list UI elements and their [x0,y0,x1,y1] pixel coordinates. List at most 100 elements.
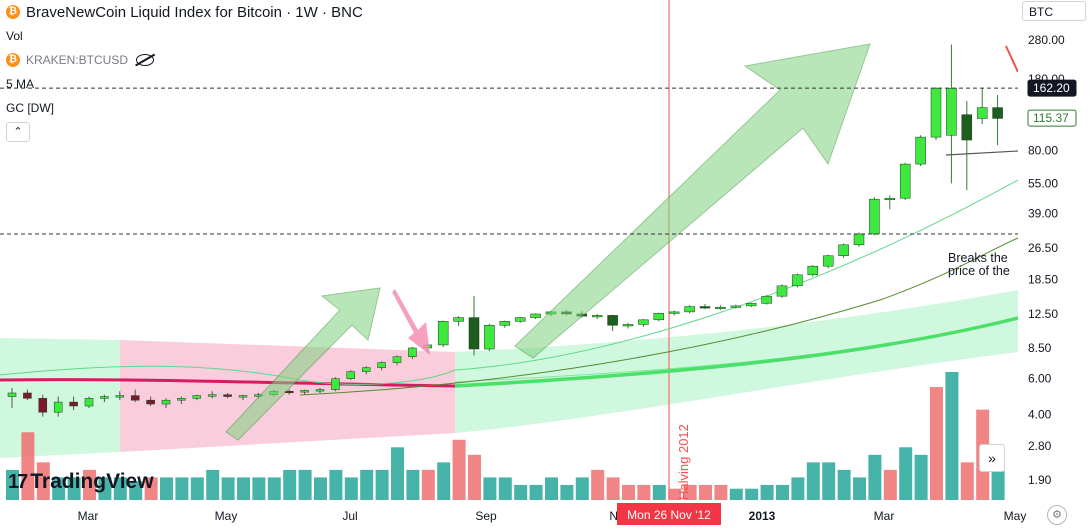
volume-bar [468,454,481,500]
candle-body [514,317,526,322]
candle-body [715,306,726,309]
gc-green-line [454,316,1019,388]
candle-body [899,163,911,199]
tradingview-mark-icon: 17 [8,470,28,493]
volume-bar [837,469,851,500]
time-tick-label: May [215,509,238,523]
volume-bar [868,454,882,500]
candle-body [392,356,402,363]
volume-bar [514,484,528,500]
arrow-pink-down [392,289,430,355]
volume-bar [391,447,404,500]
collapse-legend-button[interactable]: ⌃ [6,122,30,142]
price-tick-label: 2.80 [1028,439,1052,453]
candle-body [408,347,417,357]
candle-body [130,395,140,401]
candle-body [761,295,772,304]
volume-bar [329,469,343,500]
legend-compare-row[interactable]: ₿ KRAKEN:BTCUSD [6,48,363,72]
crosshair-date-text: Mon 26 Nov '12 [627,508,711,522]
symbol-box[interactable]: BTC [1022,1,1086,21]
candle-body [730,305,742,308]
volume-bar [421,469,435,500]
volume-bar [144,477,158,500]
volume-bar [67,477,81,500]
volume-bar [344,477,358,500]
volume-bar [560,484,574,500]
candle-body [838,244,849,257]
volume-bar [545,477,558,500]
volume-bar [776,484,789,500]
volume-bar [360,469,374,500]
chart-legend: ₿ BraveNewCoin Liquid Index for Bitcoin … [6,0,363,142]
arrow-green-large [514,43,871,359]
volume-bar [945,372,959,500]
volume-bar [606,477,620,500]
legend-ma-row[interactable]: 5 MA [6,72,363,96]
volume-bar [206,469,220,500]
volume-bar [52,477,66,500]
volume-bar [483,477,497,500]
candle-body [146,399,155,405]
candle-body [437,321,449,346]
indicator-compare[interactable]: KRAKEN:BTCUSD [26,53,129,67]
scroll-to-realtime-button[interactable]: » [979,444,1005,472]
candle-body [300,390,309,393]
bitcoin-icon: ₿ [6,53,20,67]
candle-body [361,367,371,372]
volume-bar [83,469,96,500]
volume-bar [622,484,635,500]
candle-body [699,306,711,309]
candle-body [499,321,511,326]
volume-bar [283,469,297,500]
volume-bar [113,477,127,500]
volume-bar [760,484,774,500]
volume-bar [498,477,512,500]
indicator-gc[interactable]: GC [DW] [6,101,54,115]
candle-body [69,401,78,407]
volume-bar [314,477,327,500]
price-tick-label: 4.00 [1028,407,1052,421]
candle-body [976,107,988,119]
volume-bar [529,484,543,500]
candle-body [453,317,464,322]
legend-vol-row[interactable]: Vol [6,24,363,48]
candle-body [776,285,788,297]
legend-gc-row[interactable]: GC [DW] [6,96,363,120]
band-green-top-left [0,338,120,372]
volume-bar [699,484,712,500]
indicator-vol[interactable]: Vol [6,29,23,43]
band-pink [120,340,455,452]
time-tick-label: Mar [78,509,99,523]
volume-bar [637,484,651,500]
sma-dark-line [299,237,1019,396]
candle-body [346,371,356,379]
time-tick-label: Mar [874,509,895,523]
hidden-eye-icon[interactable] [136,54,155,66]
volume-bar [375,469,389,500]
volume-bar [960,462,974,500]
volume-bar [98,477,112,500]
price-tick-label: 80.00 [1028,143,1058,157]
settings-gear-icon[interactable]: ⚙ [1047,505,1067,525]
volume-bar [575,477,589,500]
volume-bar [6,469,19,500]
tradingview-logo-text: TradingView [30,470,154,493]
volume-bar [914,454,928,500]
candle-body [915,136,926,165]
bitcoin-icon: ₿ [6,5,20,19]
price-tick-label: 55.00 [1028,176,1058,190]
volume-bar [298,469,312,500]
price-tick-label: 1.90 [1028,473,1052,487]
time-tick-label: May [1004,509,1027,523]
candle-body [638,319,649,325]
price-tick-label: 26.50 [1028,241,1058,255]
volume-bar [129,481,143,500]
indicator-ma[interactable]: 5 MA [6,77,35,91]
price-tick-label: 8.50 [1028,341,1052,355]
candle-body [792,274,803,287]
candle-body [7,392,17,397]
candle-body [807,265,819,276]
candle-body [115,395,125,398]
